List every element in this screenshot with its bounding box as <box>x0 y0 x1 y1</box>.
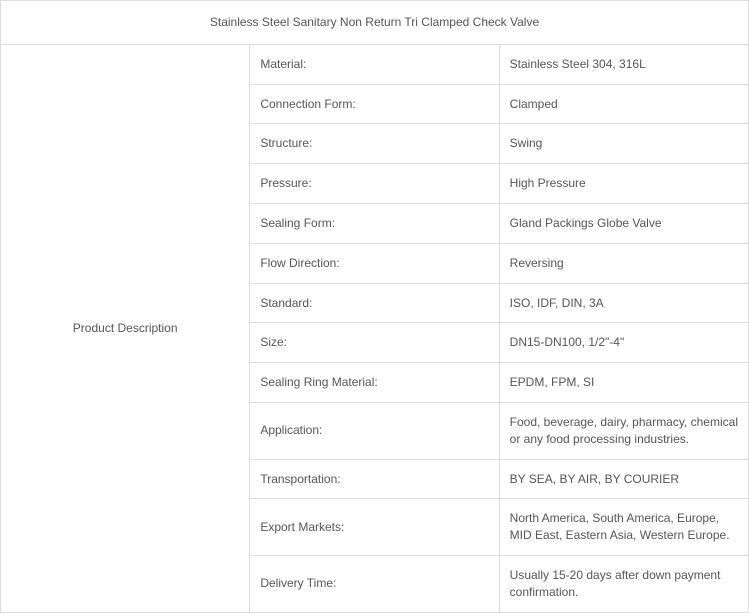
section-label: Product Description <box>1 44 250 612</box>
spec-value: ISO, IDF, DIN, 3A <box>499 283 748 323</box>
spec-value: Clamped <box>499 84 748 124</box>
spec-label: Delivery Time: <box>250 555 499 612</box>
spec-value: Stainless Steel 304, 316L <box>499 44 748 84</box>
spec-label: Size: <box>250 323 499 363</box>
spec-value: Usually 15-20 days after down payment co… <box>499 555 748 612</box>
spec-value: DN15-DN100, 1/2"-4" <box>499 323 748 363</box>
spec-value: Gland Packings Globe Valve <box>499 203 748 243</box>
spec-label: Connection Form: <box>250 84 499 124</box>
table-body: Stainless Steel Sanitary Non Return Tri … <box>1 1 749 613</box>
spec-value: BY SEA, BY AIR, BY COURIER <box>499 459 748 499</box>
spec-label: Material: <box>250 44 499 84</box>
spec-value: Reversing <box>499 243 748 283</box>
spec-label: Transportation: <box>250 459 499 499</box>
spec-label: Application: <box>250 402 499 459</box>
spec-value: EPDM, FPM, SI <box>499 363 748 403</box>
spec-label: Flow Direction: <box>250 243 499 283</box>
spec-label: Sealing Form: <box>250 203 499 243</box>
spec-label: Export Markets: <box>250 499 499 556</box>
spec-label: Sealing Ring Material: <box>250 363 499 403</box>
spec-value: Food, beverage, dairy, pharmacy, chemica… <box>499 402 748 459</box>
product-spec-table: Stainless Steel Sanitary Non Return Tri … <box>0 0 749 613</box>
spec-value: North America, South America, Europe, MI… <box>499 499 748 556</box>
spec-label: Structure: <box>250 124 499 164</box>
spec-label: Standard: <box>250 283 499 323</box>
title-row: Stainless Steel Sanitary Non Return Tri … <box>1 1 749 45</box>
product-title: Stainless Steel Sanitary Non Return Tri … <box>1 1 749 45</box>
spec-value: High Pressure <box>499 164 748 204</box>
table-row: Product DescriptionMaterial:Stainless St… <box>1 44 749 84</box>
spec-value: Swing <box>499 124 748 164</box>
spec-label: Pressure: <box>250 164 499 204</box>
